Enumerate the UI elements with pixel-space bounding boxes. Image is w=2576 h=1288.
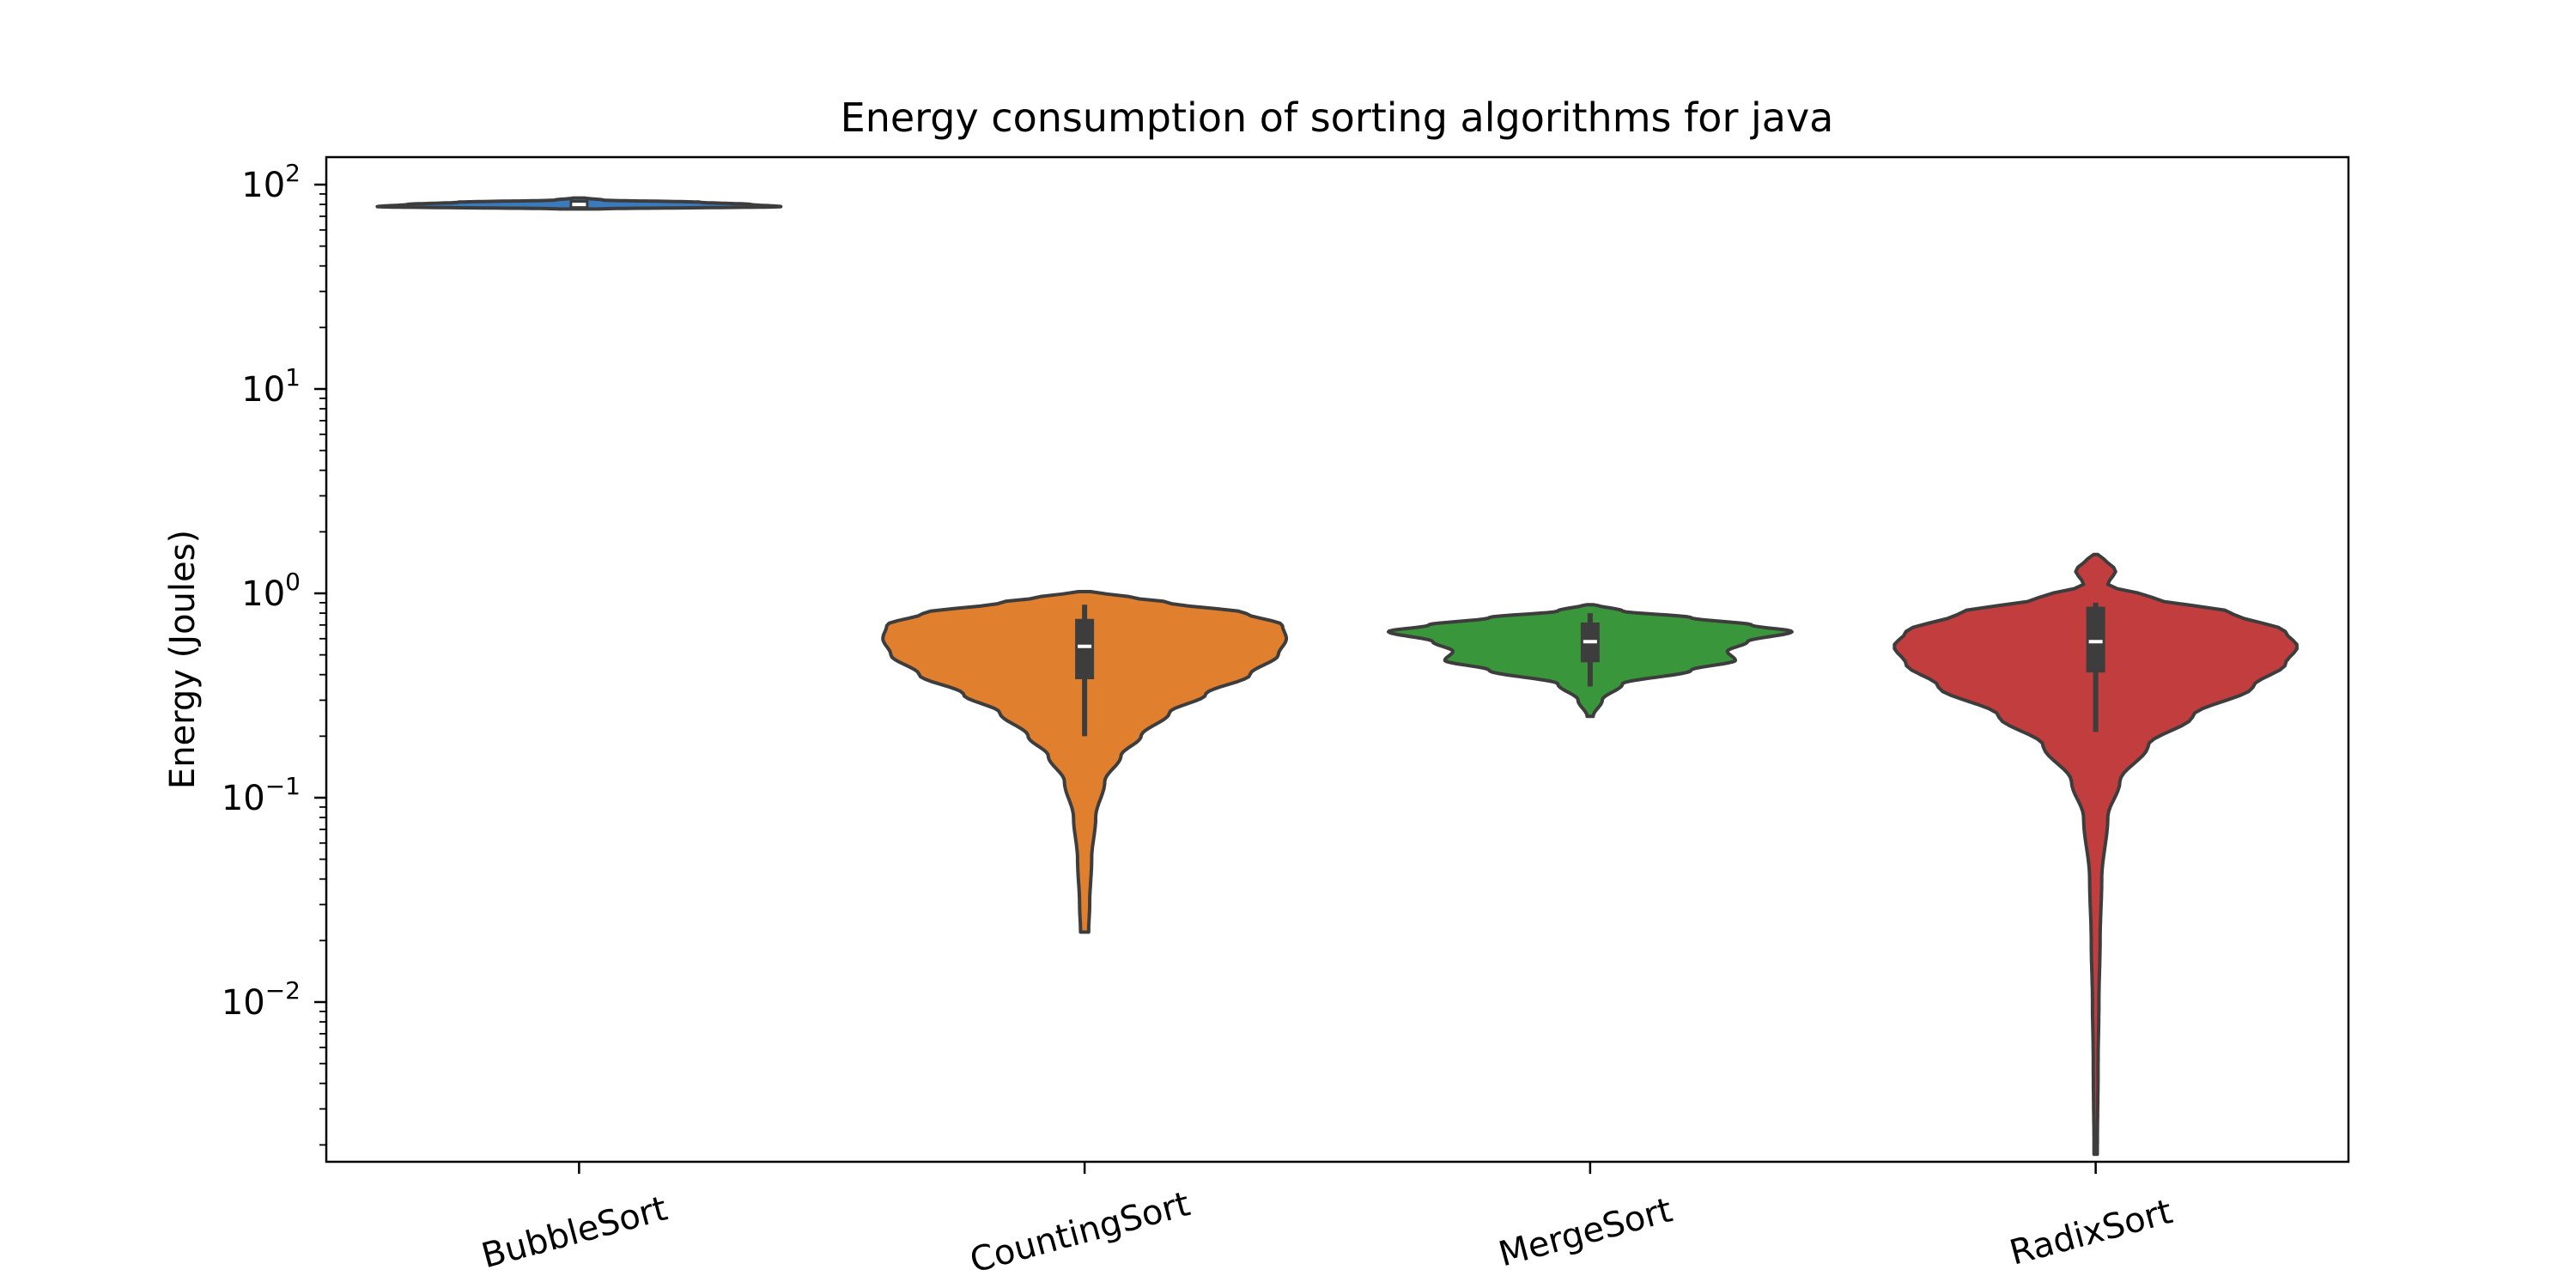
- violin-body: [1893, 552, 2299, 1157]
- y-tick-label: 10−1: [222, 772, 301, 818]
- y-tick-label: 101: [241, 363, 301, 410]
- x-tick-label: CountingSort: [966, 1184, 1194, 1280]
- violins: [375, 196, 2299, 1157]
- x-tick-label: RadixSort: [2006, 1192, 2177, 1273]
- iqr-box: [2086, 606, 2105, 673]
- chart-title: Energy consumption of sorting algorithms…: [841, 94, 1834, 141]
- y-tick-label: 100: [241, 568, 301, 614]
- plot-frame: [325, 155, 2350, 1163]
- y-axis-label: Energy (Joules): [163, 530, 203, 789]
- x-axis-ticks: BubbleSort CountingSort MergeSort RadixSort: [477, 1162, 2177, 1281]
- violin-body: [881, 590, 1289, 934]
- y-tick-label: 10−2: [222, 976, 301, 1023]
- y-axis-ticks: 102 101 100 10−1 10−2: [222, 159, 326, 1146]
- iqr-box: [1075, 618, 1095, 680]
- x-tick-label: MergeSort: [1495, 1190, 1677, 1274]
- x-tick-label: BubbleSort: [477, 1189, 671, 1277]
- y-tick-label: 102: [241, 159, 301, 205]
